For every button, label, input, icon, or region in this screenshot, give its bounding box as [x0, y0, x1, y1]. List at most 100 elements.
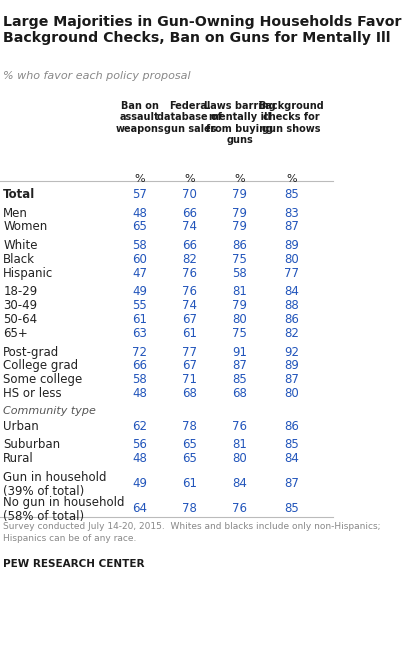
Text: 68: 68	[232, 387, 247, 401]
Text: 75: 75	[232, 253, 247, 266]
Text: 85: 85	[283, 502, 298, 515]
Text: Ban on
assault
weapons: Ban on assault weapons	[115, 101, 164, 134]
Text: 80: 80	[283, 387, 298, 401]
Text: 74: 74	[182, 220, 197, 234]
Text: %: %	[285, 174, 296, 184]
Text: 49: 49	[132, 285, 147, 299]
Text: 82: 82	[182, 253, 197, 266]
Text: 48: 48	[132, 452, 147, 465]
Text: 84: 84	[232, 477, 247, 490]
Text: Background
checks for
gun shows: Background checks for gun shows	[258, 101, 324, 134]
Text: Total: Total	[3, 188, 36, 201]
Text: 92: 92	[283, 346, 298, 359]
Text: 81: 81	[232, 285, 247, 299]
Text: 80: 80	[283, 253, 298, 266]
Text: Urban: Urban	[3, 420, 39, 433]
Text: 72: 72	[132, 346, 147, 359]
Text: 76: 76	[182, 285, 197, 299]
Text: 80: 80	[232, 452, 247, 465]
Text: Community type: Community type	[3, 406, 96, 416]
Text: 60: 60	[132, 253, 147, 266]
Text: 78: 78	[182, 420, 197, 433]
Text: Survey conducted July 14-20, 2015.  Whites and blacks include only non-Hispanics: Survey conducted July 14-20, 2015. White…	[3, 522, 380, 543]
Text: 87: 87	[232, 359, 247, 373]
Text: 75: 75	[232, 327, 247, 340]
Text: White: White	[3, 239, 38, 252]
Text: 79: 79	[232, 299, 247, 312]
Text: 83: 83	[283, 207, 298, 220]
Text: 88: 88	[283, 299, 298, 312]
Text: 79: 79	[232, 207, 247, 220]
Text: Suburban: Suburban	[3, 438, 60, 451]
Text: 65: 65	[132, 220, 147, 234]
Text: 87: 87	[283, 220, 298, 234]
Text: 77: 77	[283, 267, 298, 280]
Text: 76: 76	[232, 420, 247, 433]
Text: Rural: Rural	[3, 452, 34, 465]
Text: Some college: Some college	[3, 373, 82, 387]
Text: 18-29: 18-29	[3, 285, 38, 299]
Text: 76: 76	[182, 267, 197, 280]
Text: 65: 65	[182, 452, 197, 465]
Text: Laws barring
mentally ill
from buying
guns: Laws barring mentally ill from buying gu…	[204, 101, 275, 146]
Text: 56: 56	[132, 438, 147, 451]
Text: 61: 61	[182, 327, 197, 340]
Text: Hispanic: Hispanic	[3, 267, 53, 280]
Text: 49: 49	[132, 477, 147, 490]
Text: 89: 89	[283, 359, 298, 373]
Text: 79: 79	[232, 220, 247, 234]
Text: 67: 67	[182, 359, 197, 373]
Text: 65+: 65+	[3, 327, 28, 340]
Text: 66: 66	[182, 239, 197, 252]
Text: 58: 58	[132, 239, 147, 252]
Text: 91: 91	[232, 346, 247, 359]
Text: 71: 71	[182, 373, 197, 387]
Text: Women: Women	[3, 220, 47, 234]
Text: 66: 66	[182, 207, 197, 220]
Text: 61: 61	[182, 477, 197, 490]
Text: 78: 78	[182, 502, 197, 515]
Text: HS or less: HS or less	[3, 387, 62, 401]
Text: Men: Men	[3, 207, 28, 220]
Text: Post-grad: Post-grad	[3, 346, 59, 359]
Text: 47: 47	[132, 267, 147, 280]
Text: 89: 89	[283, 239, 298, 252]
Text: 77: 77	[182, 346, 197, 359]
Text: 68: 68	[182, 387, 197, 401]
Text: 84: 84	[283, 452, 298, 465]
Text: 85: 85	[283, 438, 298, 451]
Text: 70: 70	[182, 188, 197, 201]
Text: 65: 65	[182, 438, 197, 451]
Text: 76: 76	[232, 502, 247, 515]
Text: 50-64: 50-64	[3, 313, 37, 326]
Text: 58: 58	[132, 373, 147, 387]
Text: 48: 48	[132, 387, 147, 401]
Text: 61: 61	[132, 313, 147, 326]
Text: Black: Black	[3, 253, 35, 266]
Text: 82: 82	[283, 327, 298, 340]
Text: %: %	[234, 174, 244, 184]
Text: Gun in household
(39% of total): Gun in household (39% of total)	[3, 471, 107, 498]
Text: Large Majorities in Gun-Owning Households Favor
Background Checks, Ban on Guns f: Large Majorities in Gun-Owning Household…	[3, 15, 401, 45]
Text: %: %	[184, 174, 195, 184]
Text: 79: 79	[232, 188, 247, 201]
Text: 30-49: 30-49	[3, 299, 37, 312]
Text: 87: 87	[283, 477, 298, 490]
Text: PEW RESEARCH CENTER: PEW RESEARCH CENTER	[3, 559, 145, 569]
Text: 81: 81	[232, 438, 247, 451]
Text: 63: 63	[132, 327, 147, 340]
Text: 55: 55	[132, 299, 147, 312]
Text: Federal
database of
gun sales: Federal database of gun sales	[157, 101, 222, 134]
Text: 86: 86	[232, 239, 247, 252]
Text: 87: 87	[283, 373, 298, 387]
Text: 67: 67	[182, 313, 197, 326]
Text: 62: 62	[132, 420, 147, 433]
Text: %: %	[134, 174, 145, 184]
Text: 74: 74	[182, 299, 197, 312]
Text: 84: 84	[283, 285, 298, 299]
Text: 86: 86	[283, 420, 298, 433]
Text: 86: 86	[283, 313, 298, 326]
Text: 85: 85	[283, 188, 298, 201]
Text: No gun in household
(58% of total): No gun in household (58% of total)	[3, 496, 125, 524]
Text: 80: 80	[232, 313, 247, 326]
